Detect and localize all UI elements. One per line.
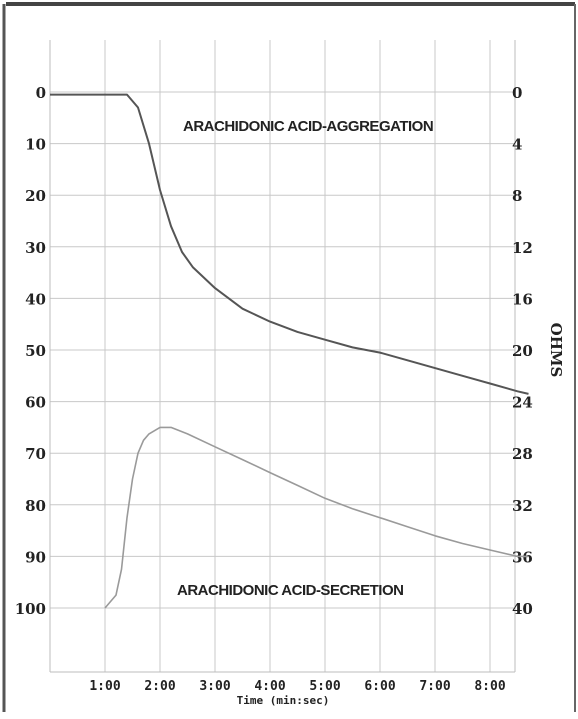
series-line: [50, 93, 529, 395]
x-axis-label: Time (min:sec): [237, 694, 330, 707]
right-axis-label: OHMS: [547, 323, 565, 378]
x-tick-label: 2:00: [144, 679, 175, 694]
annotation-secretion: ARACHIDONIC ACID-SECRETION: [177, 582, 403, 599]
right-tick-label: 16: [512, 290, 533, 308]
x-tick-label: 8:00: [474, 679, 505, 694]
right-tick-label: 40: [512, 600, 533, 618]
left-tick-label: 80: [25, 497, 46, 515]
x-tick-label: 4:00: [254, 679, 285, 694]
left-tick-label: 20: [25, 187, 46, 205]
left-tick-label: 30: [25, 239, 46, 257]
x-tick-label: 7:00: [419, 679, 450, 694]
right-tick-label: 36: [512, 548, 533, 566]
left-tick-label: 90: [25, 548, 46, 566]
series-lines: [50, 93, 529, 609]
left-tick-label: 10: [25, 136, 46, 154]
left-tick-label: 60: [25, 394, 46, 412]
grid: [49, 40, 516, 673]
right-tick-label: 28: [512, 445, 533, 463]
right-tick-label: 0: [512, 84, 522, 102]
right-tick-label: 24: [512, 394, 533, 412]
x-tick-label: 6:00: [364, 679, 395, 694]
right-tick-label: 12: [512, 239, 533, 257]
right-tick-label: 20: [512, 342, 533, 360]
x-tick-label: 5:00: [309, 679, 340, 694]
left-tick-label: 40: [25, 290, 46, 308]
left-tick-label: 50: [25, 342, 46, 360]
series-line: [104, 426, 529, 609]
tick-labels: 0 10 20 30 40 50 60 70 80 90 100 0 4 8 12 16 20 24 28 32 36 4…: [15, 84, 533, 694]
x-tick-label: 1:00: [89, 679, 120, 694]
x-tick-label: 3:00: [199, 679, 230, 694]
left-tick-label: 70: [25, 445, 46, 463]
left-tick-label: 0: [36, 84, 46, 102]
right-tick-label: 32: [512, 497, 533, 515]
left-tick-label: 100: [15, 600, 46, 618]
annotation-aggregation: ARACHIDONIC ACID-AGGREGATION: [183, 118, 433, 135]
right-tick-label: 8: [512, 187, 522, 205]
right-tick-label: 4: [512, 136, 522, 154]
